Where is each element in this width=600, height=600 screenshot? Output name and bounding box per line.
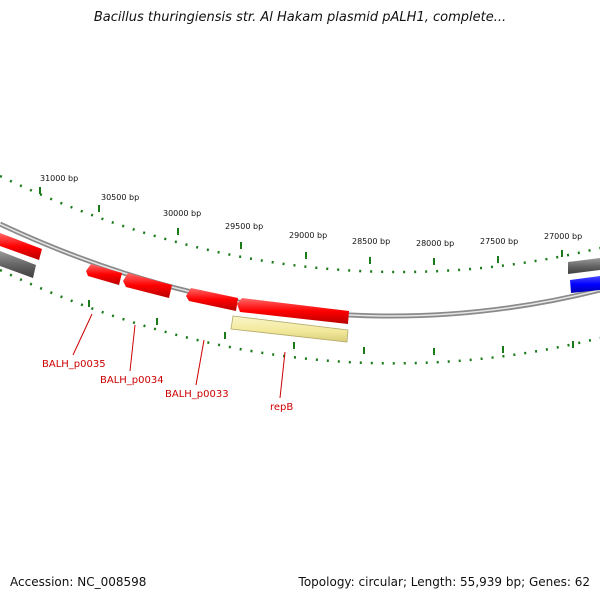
leader-line [72, 313, 93, 356]
gene-label-balh-p0034[interactable]: BALH_p0034 [100, 375, 164, 386]
leader-line [129, 324, 136, 372]
gene-arrow-balh-p0034[interactable] [123, 273, 172, 298]
topology-summary: Topology: circular; Length: 55,939 bp; G… [298, 575, 590, 589]
tick-label: 30000 bp [163, 209, 201, 218]
tick-labels: 31000 bp 30500 bp 30000 bp 29500 bp 2900… [40, 174, 582, 248]
gene-leader-lines [72, 313, 286, 399]
inner-major-ticks [88, 300, 574, 355]
accession-text: Accession: NC_008598 [10, 575, 147, 589]
gene-label-balh-p0033[interactable]: BALH_p0033 [165, 389, 229, 400]
tick-label: 27500 bp [480, 237, 518, 246]
gene-arrow-balh-p0032[interactable] [237, 298, 349, 324]
gene-block-repb[interactable] [230, 315, 349, 343]
outer-major-ticks [39, 187, 563, 265]
feature-block-left-edge[interactable] [0, 251, 36, 278]
map-title: Bacillus thuringiensis str. Al Hakam pla… [93, 10, 507, 25]
tick-label: 29000 bp [289, 231, 327, 240]
leader-line [195, 339, 205, 386]
feature-block-right-edge[interactable] [568, 258, 600, 274]
gene-label-balh-p0035[interactable]: BALH_p0035 [42, 359, 106, 370]
tick-label: 28500 bp [352, 237, 390, 246]
gene-arrow-left-edge[interactable] [0, 233, 42, 260]
gene-arrow-balh-p0035[interactable] [86, 264, 122, 285]
gene-label-repb[interactable]: repB [270, 402, 293, 413]
tick-label: 29500 bp [225, 222, 263, 231]
gene-block-blue-right-edge[interactable] [570, 276, 600, 293]
tick-label: 30500 bp [101, 193, 139, 202]
outer-tick-ring [0, 174, 600, 274]
gene-labels: BALH_p0035 BALH_p0034 BALH_p0033 repB [42, 359, 293, 413]
tick-label: 31000 bp [40, 174, 78, 183]
tick-label: 27000 bp [544, 232, 582, 241]
gene-arrow-balh-p0033[interactable] [186, 288, 238, 311]
leader-line [279, 351, 286, 399]
tick-label: 28000 bp [416, 239, 454, 248]
